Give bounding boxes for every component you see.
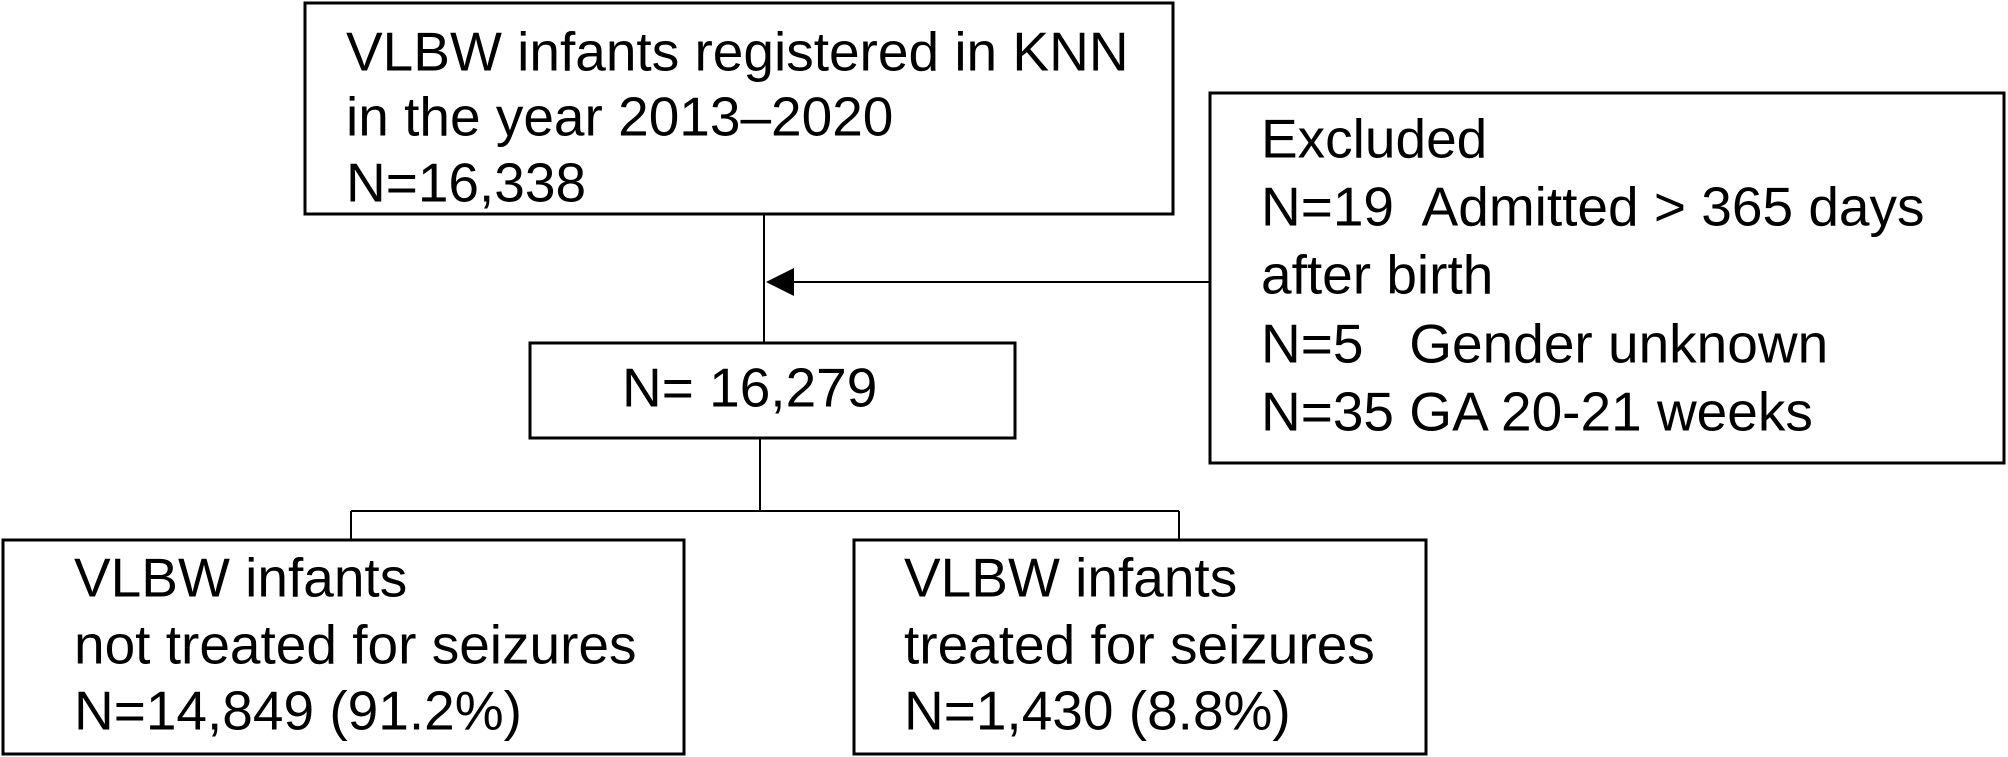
box-text: N=1,430 (8.8%): [904, 680, 1291, 742]
box-text: not treated for seizures: [74, 614, 637, 676]
box-excluded: [1208, 91, 2006, 465]
box-text: N= 16,279: [622, 357, 877, 419]
box-text: N=5 Gender unknown: [1261, 313, 1828, 375]
box-text: after birth: [1261, 244, 1493, 306]
box-text: N=16,338: [346, 152, 586, 214]
box-text: N=19 Admitted > 365 days: [1261, 176, 1925, 238]
box-text: treated for seizures: [904, 614, 1375, 676]
box-text: Excluded: [1261, 108, 1487, 170]
box-text: N=35 GA 20-21 weeks: [1261, 381, 1813, 443]
box-registered: [303, 1, 1175, 216]
arrowhead: [766, 268, 794, 296]
box-text: VLBW infants registered in KNN: [346, 21, 1129, 83]
box-text: in the year 2013–2020: [346, 86, 893, 148]
box-text: N=14,849 (91.2%): [74, 680, 522, 742]
box-not-treated: [1, 538, 686, 756]
box-text: VLBW infants: [74, 547, 407, 609]
box-included: [528, 341, 1017, 440]
box-treated: [852, 538, 1428, 756]
box-text: VLBW infants: [904, 547, 1237, 609]
